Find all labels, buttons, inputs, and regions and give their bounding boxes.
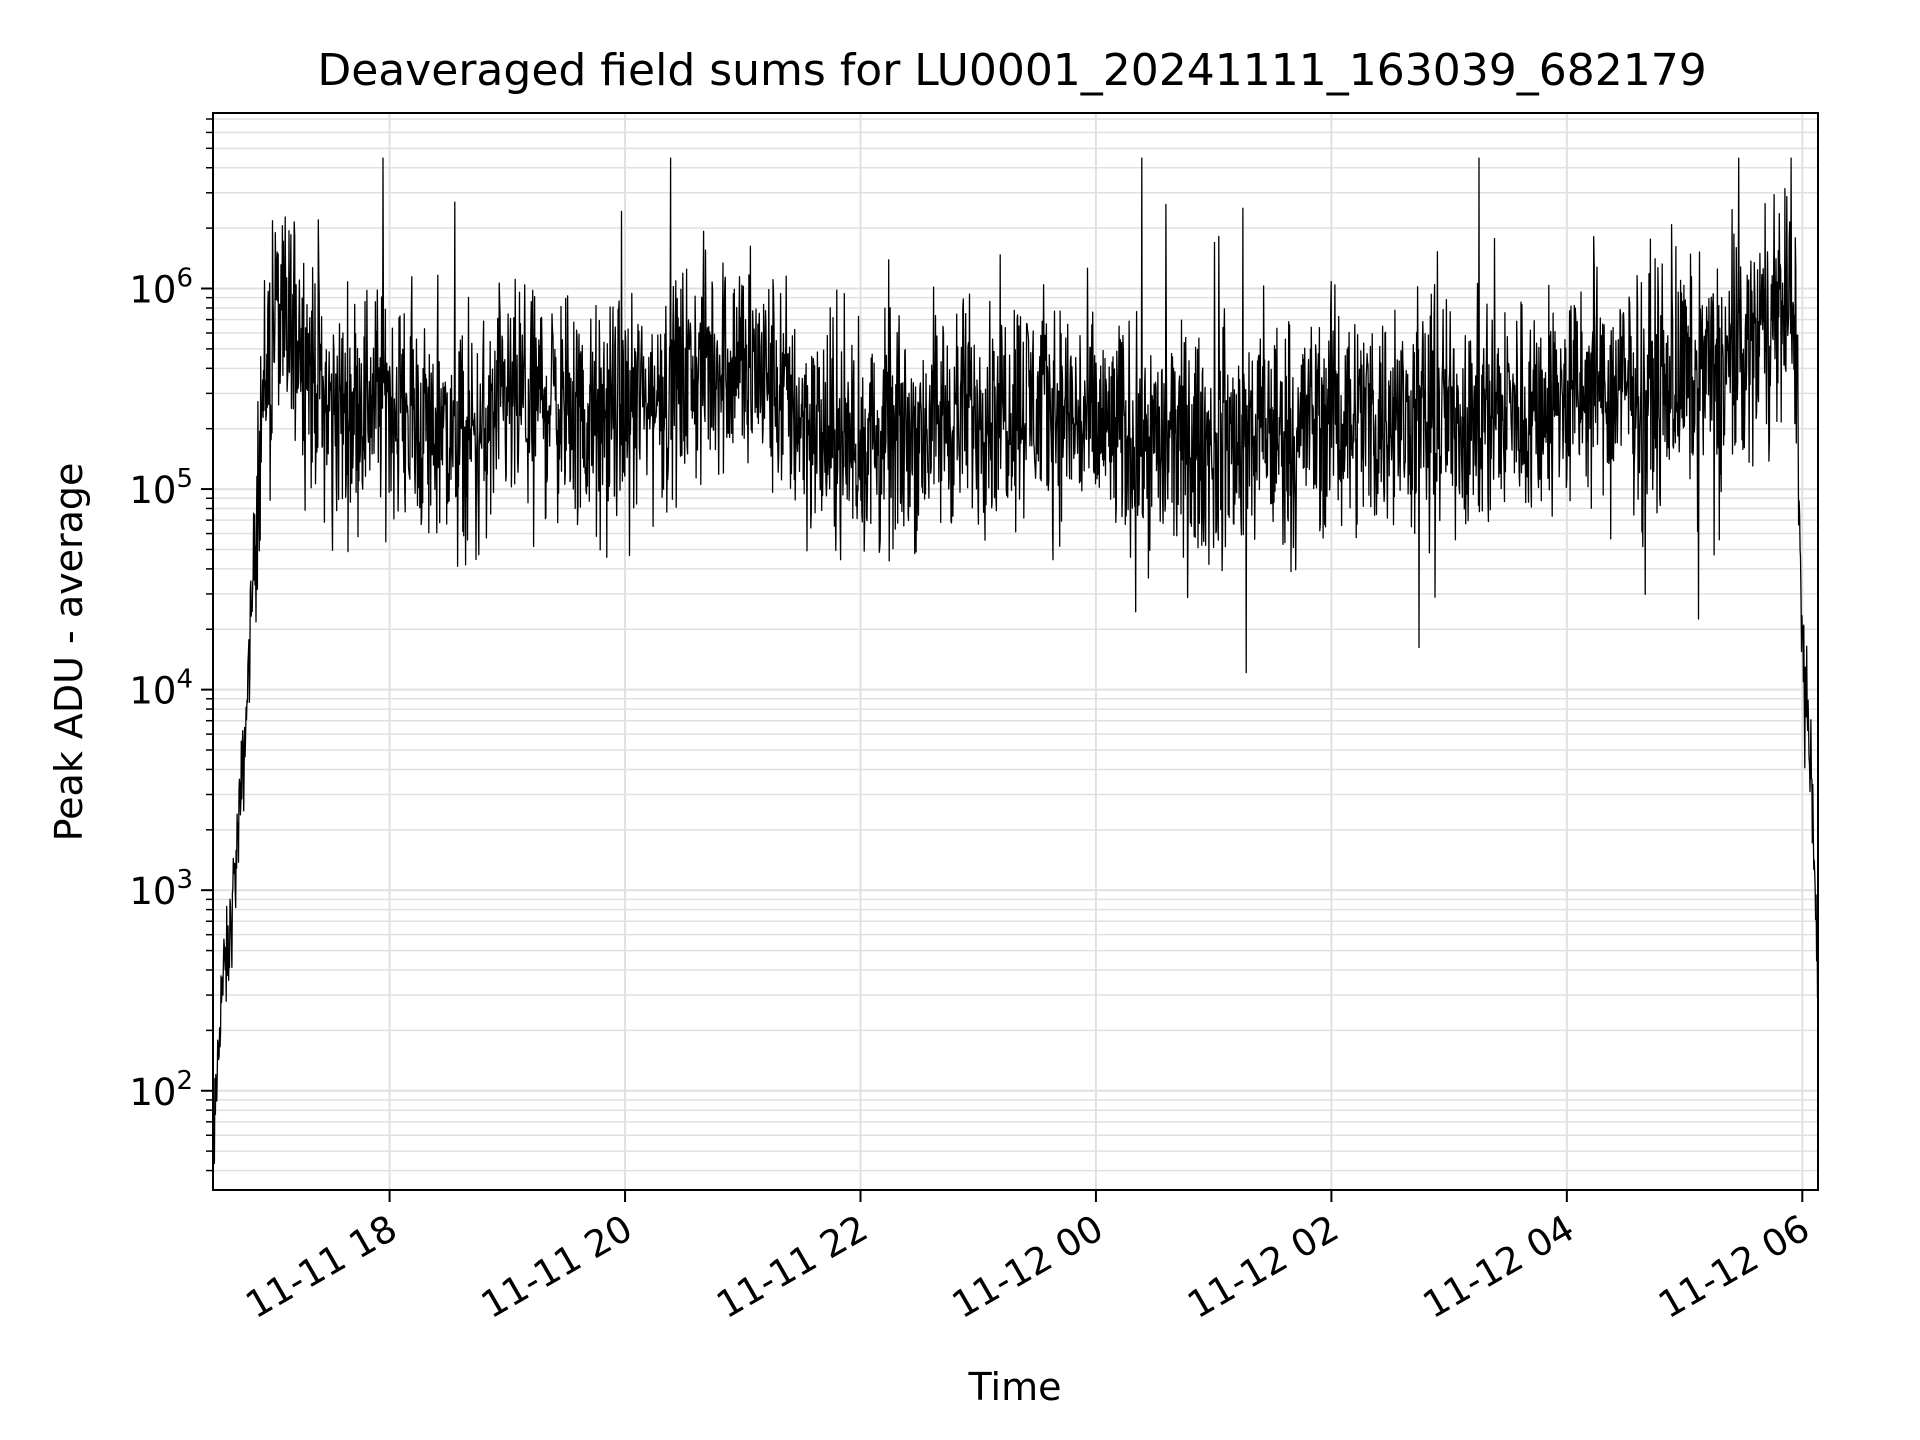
y-axis-label: Peak ADU - average [47, 463, 91, 842]
y-axis-ticks: 102 103 104 105 106 [129, 118, 213, 1172]
y-tick-label: 102 [129, 1066, 193, 1114]
y-tick-label: 104 [129, 665, 193, 713]
series-line [212, 157, 1819, 1165]
y-tick-label: 103 [129, 865, 193, 913]
y-tick-label: 106 [129, 264, 193, 312]
x-axis-label: Time [968, 1365, 1062, 1409]
chart-title: Deaveraged field sums for LU0001_2024111… [317, 45, 1706, 96]
y-tick-label: 105 [129, 464, 193, 512]
plot-frame [212, 112, 1819, 1191]
